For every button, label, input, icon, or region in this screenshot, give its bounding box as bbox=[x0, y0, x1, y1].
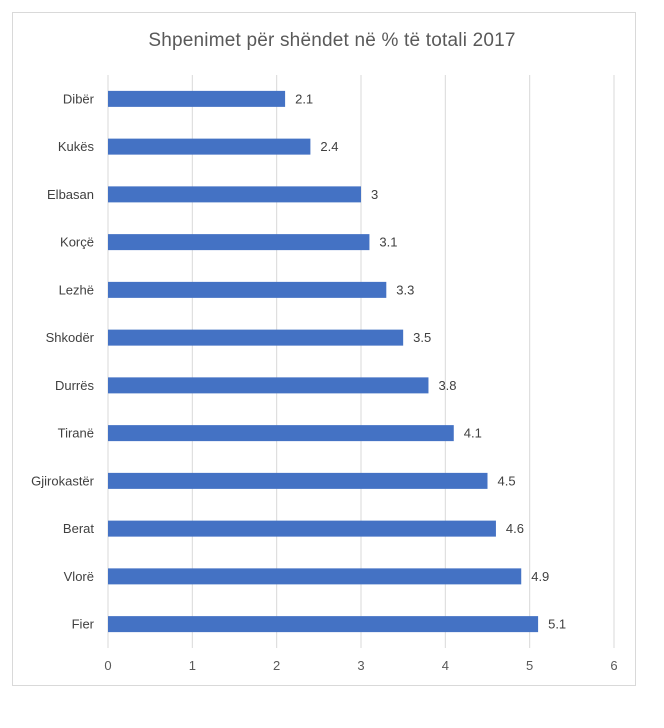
data-label: 3.8 bbox=[438, 378, 456, 393]
bar bbox=[108, 472, 488, 489]
data-label: 3 bbox=[371, 187, 378, 202]
category-label: Fier bbox=[72, 617, 95, 632]
bar bbox=[108, 377, 429, 394]
data-label: 4.1 bbox=[464, 426, 482, 441]
bar bbox=[108, 90, 286, 107]
x-tick-label: 4 bbox=[442, 658, 449, 673]
category-label: Shkodër bbox=[46, 330, 95, 345]
category-label: Dibër bbox=[63, 91, 95, 106]
x-tick-label: 3 bbox=[357, 658, 364, 673]
x-tick-label: 2 bbox=[273, 658, 280, 673]
bar bbox=[108, 281, 387, 298]
data-label: 2.1 bbox=[295, 91, 313, 106]
bar bbox=[108, 186, 361, 203]
data-labels: 2.1 2.4 3 3.1 3.3 3.5 3.8 4.1 4.5 4.6 4.9 5.1 bbox=[295, 91, 566, 631]
category-label: Lezhë bbox=[59, 282, 94, 297]
category-labels: Dibër Kukës Elbasan Korçë Lezhë Shkodër Durrës… bbox=[31, 91, 95, 631]
data-label: 2.4 bbox=[320, 139, 338, 154]
data-label: 5.1 bbox=[548, 617, 566, 632]
category-label: Kukës bbox=[58, 139, 95, 154]
data-label: 3.3 bbox=[396, 282, 414, 297]
data-label: 3.1 bbox=[379, 235, 397, 250]
category-label: Gjirokastër bbox=[31, 473, 95, 488]
bar bbox=[108, 234, 370, 251]
data-label: 4.6 bbox=[506, 521, 524, 536]
bars bbox=[108, 90, 539, 633]
bar bbox=[108, 329, 404, 346]
category-label: Elbasan bbox=[47, 187, 94, 202]
x-axis-tick-labels: 0 1 2 3 4 5 6 bbox=[104, 658, 617, 673]
bar bbox=[108, 425, 454, 442]
x-tick-label: 1 bbox=[189, 658, 196, 673]
gridlines bbox=[107, 75, 615, 648]
bar bbox=[108, 616, 539, 633]
x-tick-label: 0 bbox=[104, 658, 111, 673]
data-label: 4.5 bbox=[498, 473, 516, 488]
bar bbox=[108, 138, 311, 155]
category-label: Durrës bbox=[55, 378, 95, 393]
data-label: 3.5 bbox=[413, 330, 431, 345]
category-label: Korçë bbox=[60, 235, 94, 250]
data-label: 4.9 bbox=[531, 569, 549, 584]
category-label: Tiranë bbox=[58, 426, 94, 441]
category-label: Vlorë bbox=[64, 569, 94, 584]
x-tick-label: 6 bbox=[610, 658, 617, 673]
bar bbox=[108, 568, 522, 585]
chart-title: Shpenimet për shëndet në % të totali 201… bbox=[148, 30, 516, 51]
category-label: Berat bbox=[63, 521, 94, 536]
bar bbox=[108, 520, 496, 537]
x-tick-label: 5 bbox=[526, 658, 533, 673]
